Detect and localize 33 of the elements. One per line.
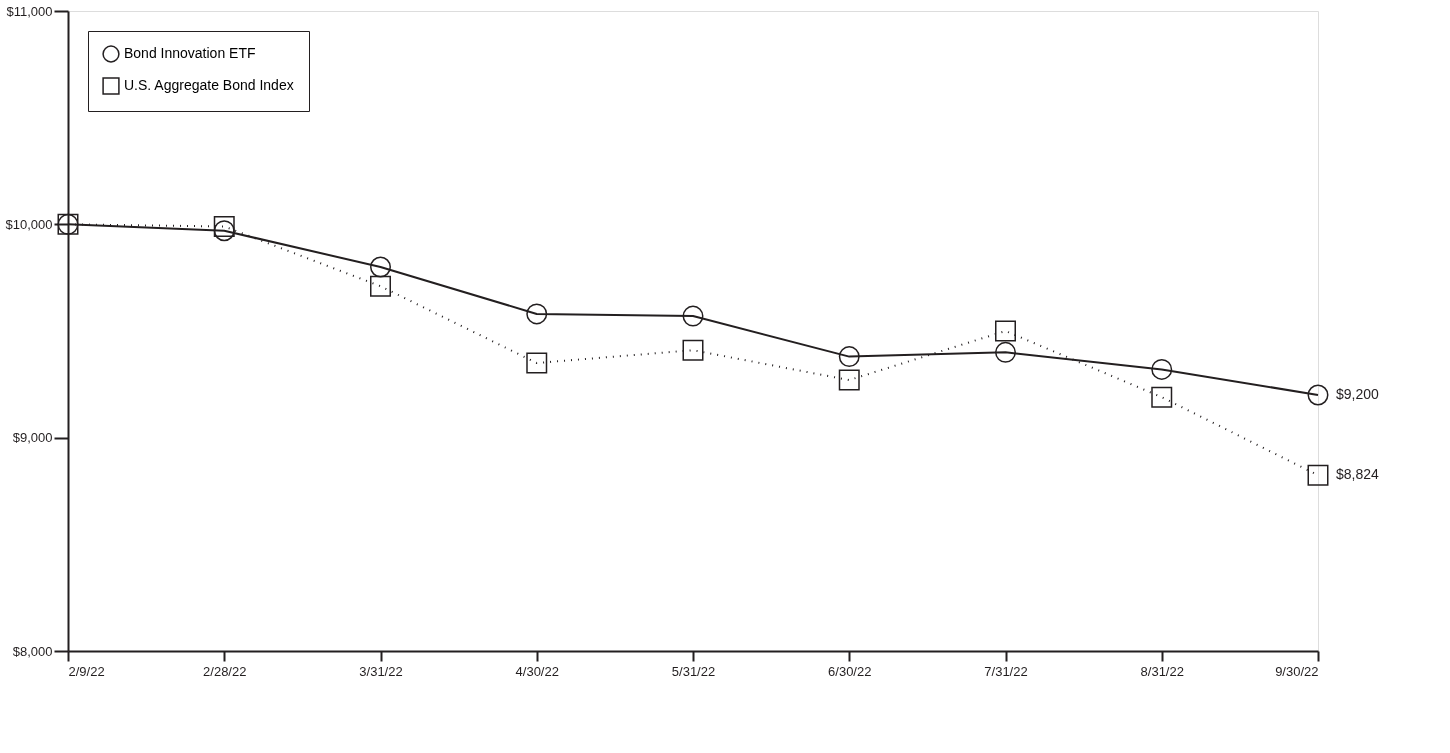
annotation: $8,824 bbox=[1336, 466, 1380, 483]
x-tick-label: 2/9/22 bbox=[68, 663, 105, 679]
y-tick-label: $10,000 bbox=[5, 216, 53, 232]
point bbox=[1151, 358, 1173, 380]
point bbox=[838, 369, 860, 391]
point bbox=[370, 256, 391, 278]
point bbox=[1307, 384, 1329, 406]
legend-label: U.S. Aggregate Bond Index bbox=[124, 77, 294, 93]
point bbox=[526, 352, 548, 374]
point bbox=[213, 215, 235, 237]
point bbox=[370, 275, 391, 297]
x-tick-label: 7/31/22 bbox=[984, 663, 1028, 679]
y-tick-label: $8,000 bbox=[12, 643, 53, 659]
point bbox=[995, 341, 1016, 363]
point bbox=[213, 220, 235, 242]
y-tick-label: $9,000 bbox=[12, 430, 53, 446]
annotation: $9,200 bbox=[1336, 386, 1380, 402]
y-tick-label: $11,000 bbox=[6, 3, 53, 19]
point bbox=[838, 346, 860, 368]
point bbox=[682, 339, 704, 361]
point bbox=[526, 303, 548, 325]
point bbox=[1307, 464, 1329, 486]
x-tick-label: 3/31/22 bbox=[359, 663, 403, 679]
x-tick-label: 6/30/22 bbox=[828, 663, 872, 679]
x-tick-label: 9/30/22 bbox=[1275, 663, 1319, 679]
point bbox=[995, 320, 1016, 342]
x-tick-label: 2/28/22 bbox=[203, 663, 247, 679]
point bbox=[682, 305, 704, 327]
x-tick-label: 8/31/22 bbox=[1140, 663, 1184, 679]
legend-label: Bond Innovation ETF bbox=[124, 45, 256, 61]
x-tick-label: 5/31/22 bbox=[671, 663, 716, 679]
point bbox=[1151, 386, 1173, 408]
x-tick-label: 4/30/22 bbox=[515, 663, 559, 679]
